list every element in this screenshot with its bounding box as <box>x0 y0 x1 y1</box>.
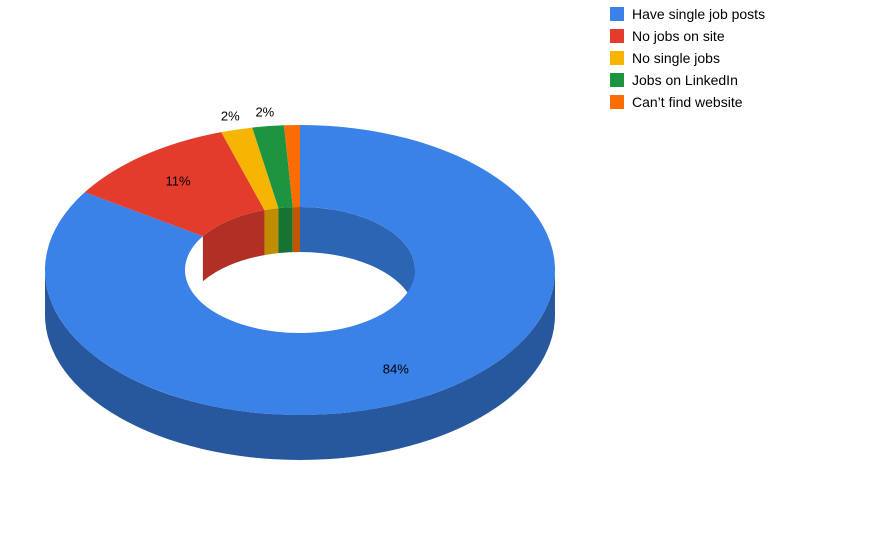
legend-item-no-website: Can’t find website <box>610 94 765 110</box>
legend-swatch-linkedin <box>610 73 624 87</box>
legend-label-linkedin: Jobs on LinkedIn <box>632 72 738 88</box>
pct-label-no-single: 2% <box>221 108 240 123</box>
chart-stage: 84% 11% 2% 2% Have single job posts No jobs … <box>0 0 872 538</box>
pct-label-linkedin: 2% <box>255 104 274 119</box>
legend-label-no-single: No single jobs <box>632 50 720 66</box>
legend-label-no-website: Can’t find website <box>632 94 743 110</box>
slice-inner-linkedin <box>278 207 292 253</box>
legend-swatch-have-single <box>610 7 624 21</box>
slice-inner-no-single <box>264 208 278 255</box>
legend-label-no-jobs: No jobs on site <box>632 28 725 44</box>
legend-label-have-single: Have single job posts <box>632 6 765 22</box>
legend-item-have-single: Have single job posts <box>610 6 765 22</box>
pct-label-no-jobs: 11% <box>166 173 191 188</box>
legend-swatch-no-website <box>610 95 624 109</box>
legend-item-no-single: No single jobs <box>610 50 765 66</box>
legend: Have single job posts No jobs on site No s… <box>610 6 765 116</box>
legend-swatch-no-single <box>610 51 624 65</box>
legend-item-linkedin: Jobs on LinkedIn <box>610 72 765 88</box>
slice-inner-no-website <box>293 207 300 252</box>
pct-label-have-single: 84% <box>383 362 409 377</box>
legend-item-no-jobs: No jobs on site <box>610 28 765 44</box>
legend-swatch-no-jobs <box>610 29 624 43</box>
